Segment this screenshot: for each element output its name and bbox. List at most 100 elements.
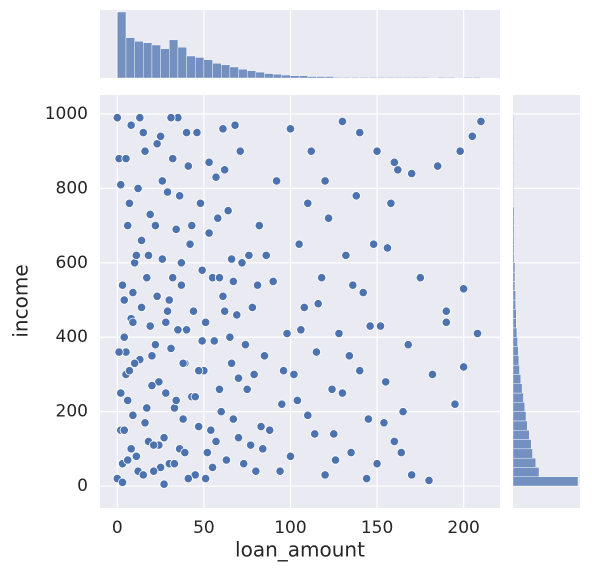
scatter-point (152, 139, 162, 149)
scatter-point (211, 172, 221, 182)
scatter-point (351, 191, 361, 201)
scatter-point (204, 157, 214, 167)
hist-bar (512, 262, 516, 273)
scatter-point (180, 447, 190, 458)
scatter-point (131, 250, 141, 260)
scatter-point (415, 273, 425, 283)
scatter-point (459, 284, 469, 294)
scatter-point (228, 276, 238, 287)
scatter-point (173, 325, 183, 335)
scatter-point (232, 310, 242, 320)
scatter-point (261, 250, 271, 260)
scatter-point (145, 209, 155, 220)
scatter-point (450, 399, 460, 409)
scatter-point (407, 168, 417, 179)
scatter-point (197, 336, 207, 346)
hist-bar (512, 467, 540, 477)
x-tick-label: 100 (274, 518, 306, 538)
hist-bar (151, 44, 161, 79)
scatter-point (168, 154, 178, 164)
hist-bar (342, 77, 352, 79)
scatter-point (242, 384, 252, 394)
scatter-point (140, 146, 150, 156)
scatter-point (296, 325, 306, 335)
scatter-point (348, 280, 358, 290)
scatter-point (183, 474, 193, 484)
x-tick-label: 200 (447, 518, 479, 538)
scatter-point (166, 343, 176, 353)
hist-bar (512, 160, 514, 170)
scatter-point (379, 418, 389, 428)
scatter-point (157, 176, 167, 186)
scatter-point (214, 273, 225, 283)
scatter-point (126, 444, 136, 454)
scatter-point (227, 254, 237, 264)
scatter-point (372, 146, 382, 156)
scatter-point (123, 455, 133, 465)
hist-bar (512, 457, 536, 468)
scatter-point (143, 250, 154, 260)
scatter-point (142, 273, 152, 283)
scatter-point (228, 414, 238, 424)
scatter-point (320, 470, 330, 480)
x-tick-label: 0 (112, 518, 123, 538)
scatter-point (235, 146, 245, 156)
hist-bar (238, 68, 248, 79)
scatter-point (154, 377, 164, 387)
hist-bar (512, 150, 514, 161)
scatter-point (310, 429, 320, 439)
scatter-point (396, 447, 406, 458)
scatter-point (233, 373, 244, 383)
y-tick-label: 1000 (45, 104, 88, 124)
hist-bar (463, 77, 473, 79)
scatter-point (218, 124, 228, 134)
scatter-point (254, 220, 264, 231)
scatter-point (225, 332, 235, 342)
scatter-point (197, 265, 207, 275)
hist-bar (512, 439, 532, 450)
hist-bar (376, 77, 386, 79)
scatter-point (116, 180, 126, 190)
scatter-point (152, 291, 162, 301)
scatter-point (150, 220, 161, 231)
scatter-point (256, 421, 266, 432)
hist-bar (143, 42, 153, 79)
scatter-point (176, 258, 186, 268)
scatter-point (183, 161, 193, 171)
hist-bar (402, 77, 412, 79)
hist-bar (212, 63, 222, 79)
hist-bar (177, 47, 187, 79)
scatter-point (403, 340, 413, 350)
scatter-point (207, 462, 218, 473)
scatter-point (147, 351, 157, 361)
y-tick-label: 800 (56, 178, 88, 198)
scatter-point (159, 433, 169, 443)
hist-bar (203, 59, 213, 79)
scatter-point (311, 347, 322, 357)
scatter-point (204, 228, 214, 238)
hist-bar (512, 225, 515, 236)
scatter-point (258, 444, 268, 454)
scatter-point (149, 440, 159, 450)
scatter-point (282, 328, 292, 339)
scatter-point (147, 380, 157, 391)
scatter-point (112, 113, 122, 123)
scatter-point (214, 384, 225, 394)
hist-bar (512, 299, 516, 310)
scatter-point (195, 198, 206, 208)
scatter-point (244, 250, 254, 260)
scatter-point (441, 306, 451, 316)
scatter-point (119, 295, 129, 305)
scatter-point (181, 127, 192, 138)
scatter-point (169, 403, 180, 413)
scatter-point (185, 239, 195, 249)
scatter-point (223, 206, 233, 216)
scatter-point (303, 410, 313, 420)
y-tick-label: 400 (56, 327, 88, 347)
scatter-point (140, 418, 150, 428)
scatter-point (313, 299, 323, 309)
scatter-point (455, 146, 465, 156)
hist-bar (359, 77, 369, 79)
hist-bar (117, 11, 127, 79)
scatter-point (275, 466, 285, 476)
